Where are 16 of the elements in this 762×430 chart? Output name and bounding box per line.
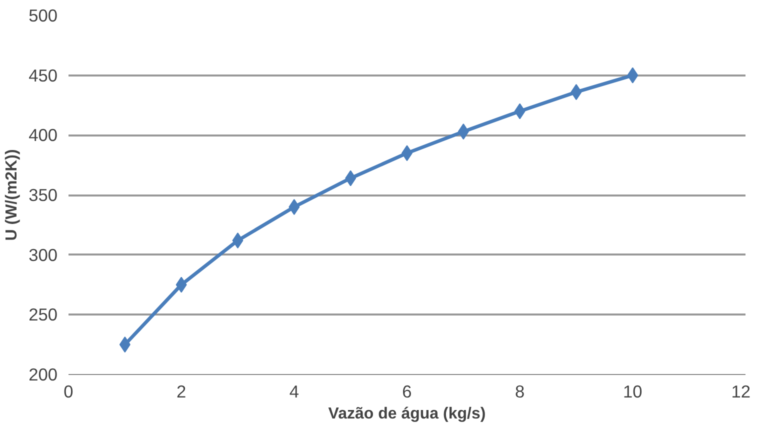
x-tick-label: 10 (623, 382, 642, 402)
y-tick-label: 300 (28, 244, 58, 265)
x-tick-label: 2 (176, 382, 186, 402)
y-tick-label: 400 (28, 125, 58, 146)
y-tick-label: 200 (28, 364, 58, 384)
x-axis-title: Vazão de água (kg/s) (328, 406, 486, 422)
y-tick-label: 500 (28, 6, 58, 26)
y-tick-label: 450 (28, 65, 58, 86)
y-axis-title: U (W/(m2K)) (4, 149, 21, 241)
x-tick-label: 8 (515, 382, 525, 402)
x-tick-label: 0 (64, 382, 74, 402)
x-tick-label: 4 (289, 382, 300, 402)
x-tick-label: 12 (731, 382, 751, 402)
y-tick-label: 350 (28, 185, 58, 205)
x-tick-label: 6 (402, 382, 412, 402)
y-tick-label: 250 (28, 304, 58, 325)
